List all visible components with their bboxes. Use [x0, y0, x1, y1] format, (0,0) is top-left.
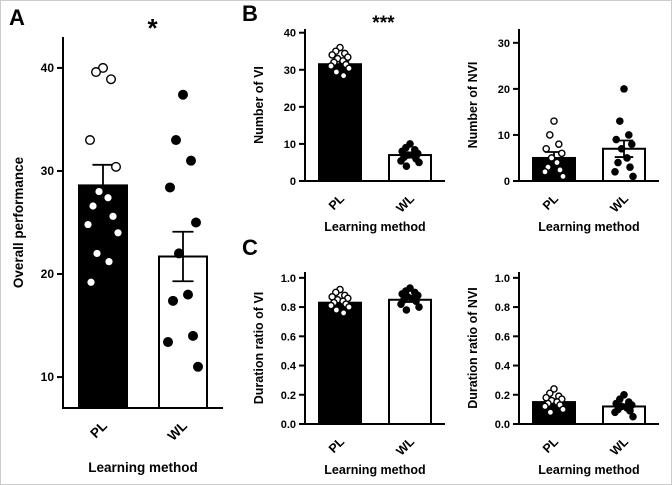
svg-text:PL: PL — [87, 418, 110, 441]
svg-text:40: 40 — [41, 61, 55, 75]
svg-text:10: 10 — [498, 130, 510, 142]
svg-text:Overall performance: Overall performance — [11, 156, 26, 288]
svg-text:Number of NVI: Number of NVI — [466, 62, 480, 149]
svg-text:30: 30 — [498, 38, 510, 50]
svg-text:Duration ratio of VI: Duration ratio of VI — [252, 292, 266, 405]
chart-number-of-nvi: 0 10 20 30 PL WL Learning method Number of NVI — [466, 29, 659, 234]
svg-text:Learning method: Learning method — [538, 463, 639, 477]
svg-text:PL: PL — [326, 434, 347, 455]
svg-text:0.6: 0.6 — [495, 331, 510, 343]
svg-text:PL: PL — [540, 434, 561, 455]
chart-duration-ratio-vi: 0.0 0.2 0.4 0.6 0.8 1.0 PL WL Learning method Dur… — [252, 272, 445, 477]
svg-text:10: 10 — [41, 370, 55, 384]
svg-text:20: 20 — [498, 84, 510, 96]
svg-text:PL: PL — [540, 191, 561, 212]
chart-number-of-vi: 0 10 20 30 40 PL WL Learning method Number of VI… — [252, 13, 445, 234]
svg-text:Learning method: Learning method — [324, 220, 425, 234]
svg-text:***: *** — [372, 13, 395, 34]
svg-text:0.0: 0.0 — [495, 419, 510, 431]
svg-text:0: 0 — [504, 176, 510, 188]
svg-text:0.2: 0.2 — [281, 390, 296, 402]
svg-text:40: 40 — [284, 28, 296, 40]
svg-text:Learning method: Learning method — [538, 220, 639, 234]
svg-text:20: 20 — [284, 102, 296, 114]
svg-text:0.8: 0.8 — [495, 302, 510, 314]
panel-label-b: B — [242, 1, 258, 26]
svg-text:WL: WL — [393, 434, 417, 458]
svg-text:PL: PL — [326, 191, 347, 212]
svg-text:0.6: 0.6 — [281, 331, 296, 343]
svg-text:1.0: 1.0 — [281, 273, 296, 285]
svg-text:0.8: 0.8 — [281, 302, 296, 314]
svg-text:*: * — [148, 13, 159, 43]
svg-text:Number of VI: Number of VI — [252, 66, 266, 144]
chart-overall-performance: 10 20 30 40 PL WL Learning method Overall perfo… — [11, 13, 223, 475]
svg-text:Learning method: Learning method — [88, 460, 198, 475]
svg-text:20: 20 — [41, 267, 55, 281]
svg-text:Duration ratio of NVI: Duration ratio of NVI — [466, 287, 480, 409]
svg-text:Learning method: Learning method — [324, 463, 425, 477]
svg-text:0.4: 0.4 — [281, 361, 297, 373]
svg-text:WL: WL — [607, 434, 631, 458]
svg-text:WL: WL — [165, 418, 190, 443]
svg-text:30: 30 — [41, 164, 55, 178]
svg-text:0.4: 0.4 — [495, 361, 511, 373]
svg-text:0: 0 — [290, 176, 296, 188]
svg-text:0.0: 0.0 — [281, 419, 296, 431]
svg-text:30: 30 — [284, 65, 296, 77]
chart-duration-ratio-nvi: 0.0 0.2 0.4 0.6 0.8 1.0 PL WL Learning method Dur… — [466, 272, 659, 477]
svg-text:1.0: 1.0 — [495, 273, 510, 285]
svg-text:WL: WL — [607, 191, 631, 215]
svg-text:0.2: 0.2 — [495, 390, 510, 402]
panel-label-a: A — [9, 5, 25, 30]
svg-text:WL: WL — [393, 191, 417, 215]
panel-label-c: C — [242, 235, 258, 260]
svg-text:10: 10 — [284, 139, 296, 151]
